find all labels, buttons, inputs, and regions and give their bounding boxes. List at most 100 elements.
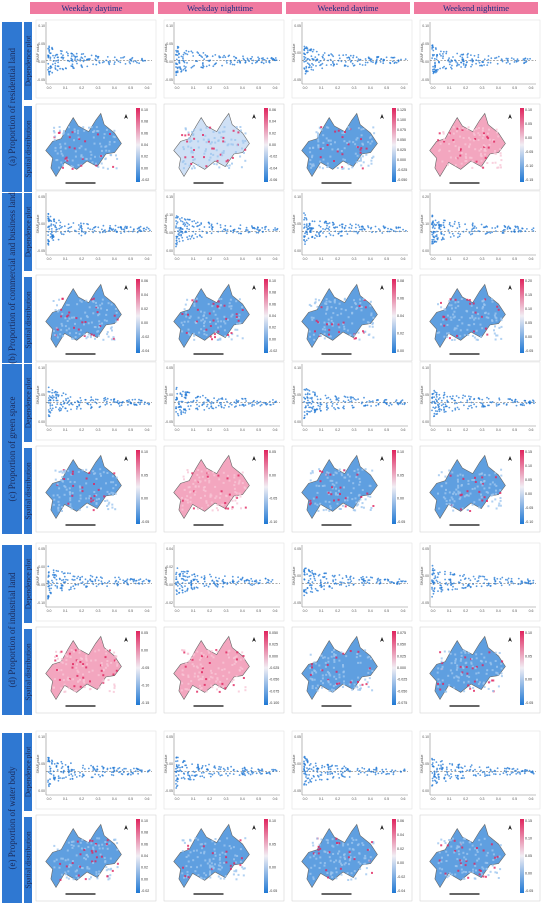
data-point xyxy=(89,403,92,406)
x-tick-label: 0.5 xyxy=(256,86,261,90)
data-point xyxy=(228,405,230,408)
data-point xyxy=(438,61,440,63)
data-point xyxy=(104,231,107,234)
data-point xyxy=(234,56,237,59)
grid-cell xyxy=(52,494,55,497)
grid-cell xyxy=(466,672,469,675)
data-point xyxy=(434,391,437,393)
data-point xyxy=(311,235,314,238)
data-point xyxy=(196,395,199,398)
grid-cell xyxy=(115,655,118,658)
data-point xyxy=(377,399,380,401)
data-point xyxy=(106,585,108,588)
grid-cell xyxy=(56,494,59,497)
colorbar xyxy=(136,631,140,705)
grid-cell xyxy=(323,326,326,329)
grid-cell xyxy=(478,506,481,509)
data-point xyxy=(195,60,197,62)
grid-cell xyxy=(328,689,331,692)
data-point xyxy=(84,232,86,235)
data-point xyxy=(397,60,400,63)
grid-cell xyxy=(65,156,68,159)
grid-cell xyxy=(309,479,312,482)
grid-cell xyxy=(481,476,484,479)
grid-cell xyxy=(85,337,88,340)
data-point xyxy=(314,393,316,395)
data-point xyxy=(481,405,483,408)
grid-cell xyxy=(188,660,191,663)
grid-cell xyxy=(359,151,362,154)
grid-cell xyxy=(349,681,352,684)
data-point xyxy=(310,588,313,590)
data-point xyxy=(304,393,307,396)
grid-cell xyxy=(480,155,483,158)
grid-cell xyxy=(237,690,240,693)
data-point xyxy=(62,58,64,60)
data-point xyxy=(186,579,188,581)
data-point xyxy=(259,579,261,582)
grid-cell xyxy=(186,501,189,504)
grid-cell xyxy=(216,159,219,162)
grid-cell xyxy=(239,126,242,128)
y-tick-label: 0.05 xyxy=(422,547,429,551)
grid-cell xyxy=(244,686,247,689)
grid-cell xyxy=(457,127,460,130)
grid-cell xyxy=(458,149,460,151)
data-point xyxy=(49,404,52,407)
grid-cell xyxy=(331,486,333,489)
data-point xyxy=(354,226,357,229)
data-point xyxy=(479,575,482,578)
grid-cell xyxy=(213,137,216,139)
grid-cell xyxy=(465,666,468,668)
grid-cell xyxy=(97,330,100,333)
data-point xyxy=(55,399,58,402)
grid-cell xyxy=(340,312,343,315)
grid-cell xyxy=(223,126,226,129)
grid-cell xyxy=(312,316,315,319)
grid-cell xyxy=(207,649,210,652)
data-point xyxy=(120,232,122,235)
grid-cell xyxy=(101,302,104,305)
grid-cell xyxy=(360,134,363,137)
y-tick-label: 0.00 xyxy=(422,249,429,253)
grid-cell xyxy=(343,469,346,472)
grid-cell xyxy=(491,320,494,323)
data-point xyxy=(191,65,194,68)
data-point xyxy=(386,578,389,581)
grid-cell xyxy=(212,302,215,305)
grid-cell xyxy=(449,652,452,655)
data-point xyxy=(489,585,492,587)
data-point xyxy=(351,224,353,227)
data-point xyxy=(321,67,324,70)
grid-cell xyxy=(111,329,113,332)
grid-cell xyxy=(359,298,361,301)
data-point xyxy=(344,64,347,67)
data-point xyxy=(341,577,344,580)
data-point xyxy=(126,227,128,229)
data-point xyxy=(360,576,363,579)
data-point xyxy=(307,399,309,402)
x-tick-label: 0.2 xyxy=(207,86,212,90)
grid-cell xyxy=(466,298,469,301)
grid-cell xyxy=(335,678,338,680)
data-point xyxy=(48,395,51,397)
grid-cell xyxy=(230,307,233,310)
data-point xyxy=(93,226,96,229)
y-tick-label: 0.10 xyxy=(38,366,45,370)
data-point xyxy=(357,398,359,401)
grid-cell xyxy=(216,503,219,506)
data-point xyxy=(259,404,262,407)
data-point xyxy=(332,579,334,582)
grid-cell xyxy=(220,490,223,493)
grid-cell xyxy=(336,150,339,153)
grid-cell xyxy=(192,482,195,485)
data-point xyxy=(468,405,470,408)
grid-cell xyxy=(66,159,69,162)
grid-cell xyxy=(495,334,498,337)
data-point xyxy=(368,400,371,402)
data-point xyxy=(464,223,466,226)
grid-cell xyxy=(471,335,474,337)
data-point xyxy=(71,60,74,63)
data-point xyxy=(433,415,435,418)
data-point xyxy=(187,50,190,53)
